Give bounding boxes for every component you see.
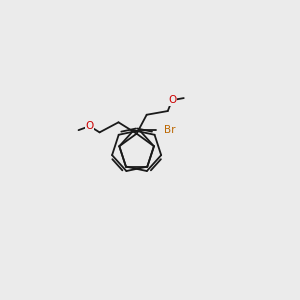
Text: O: O [85, 121, 94, 131]
Text: Br: Br [164, 125, 176, 135]
Text: O: O [168, 95, 176, 105]
